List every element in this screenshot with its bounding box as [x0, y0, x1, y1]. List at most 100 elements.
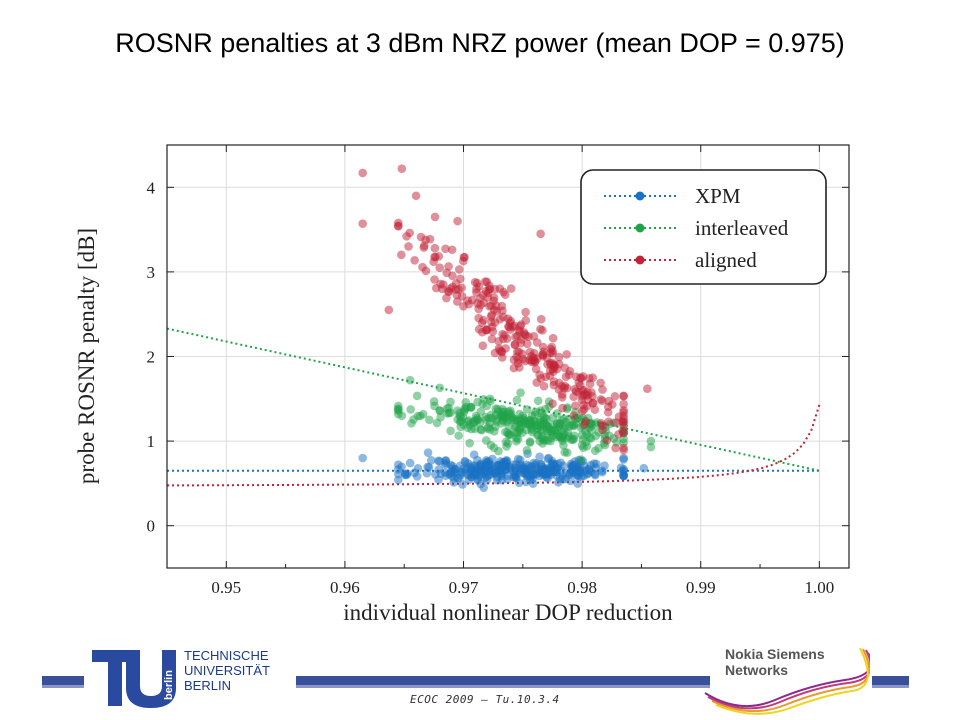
data-point	[424, 463, 434, 472]
data-point	[434, 456, 443, 466]
data-point	[431, 283, 441, 293]
data-point	[486, 460, 495, 470]
data-point	[611, 443, 620, 453]
data-point	[548, 333, 558, 343]
legend-marker	[635, 191, 645, 201]
x-tick-label: 1.00	[804, 578, 834, 597]
ticks: 0.95 0.96 0.97 0.98 0.99 1.00 0 1 2 3 4	[147, 145, 849, 597]
data-point	[536, 229, 545, 239]
data-point	[498, 312, 508, 322]
data-point	[594, 443, 603, 453]
data-point	[554, 352, 564, 362]
data-point	[455, 265, 464, 274]
data-point	[418, 409, 428, 419]
data-point	[435, 383, 445, 393]
data-point	[498, 468, 507, 478]
data-point	[536, 374, 546, 383]
y-tick-label: 4	[147, 178, 156, 197]
data-point	[397, 411, 407, 421]
data-point	[602, 436, 612, 445]
data-point	[504, 429, 514, 439]
fit-line-interleaved	[167, 327, 820, 472]
data-point	[511, 460, 521, 469]
data-point	[358, 453, 368, 463]
data-point	[579, 405, 589, 414]
footer-bar-middle	[296, 676, 710, 688]
x-tick-label: 0.98	[567, 578, 597, 597]
data-point	[393, 221, 403, 231]
data-point	[393, 475, 403, 485]
tu-logo-line-1: TECHNISCHE	[184, 648, 269, 663]
data-points	[358, 164, 656, 492]
data-point	[434, 251, 444, 261]
data-point	[523, 465, 532, 474]
data-point	[566, 476, 575, 486]
data-point	[546, 344, 556, 354]
legend-label: aligned	[695, 248, 757, 272]
data-point	[549, 425, 559, 435]
data-point	[500, 459, 509, 469]
data-point	[402, 232, 411, 241]
data-point	[619, 399, 628, 409]
data-point	[516, 388, 525, 397]
data-point	[522, 405, 532, 414]
data-point	[527, 357, 537, 367]
data-point	[430, 212, 440, 222]
nsn-logo-text: Nokia Siemens Networks	[725, 646, 825, 678]
data-point	[531, 469, 541, 479]
data-point	[469, 450, 479, 459]
nsn-logo-wave	[704, 647, 870, 715]
data-point	[508, 322, 517, 332]
footer-reference: ECOC 2009 – Tu.10.3.4	[410, 693, 560, 706]
data-point	[486, 312, 496, 321]
data-point	[506, 409, 516, 418]
nsn-logo-line-2: Networks	[725, 662, 789, 678]
data-point	[597, 467, 607, 477]
data-point	[603, 402, 613, 412]
data-point	[619, 417, 628, 427]
data-point	[393, 460, 403, 469]
data-point	[465, 438, 474, 448]
data-point	[590, 469, 600, 479]
data-point	[460, 404, 469, 414]
data-point	[509, 363, 519, 373]
data-point	[474, 282, 484, 291]
data-point	[411, 191, 421, 201]
data-point	[597, 419, 606, 428]
data-point	[442, 293, 451, 303]
data-point	[472, 413, 482, 423]
data-point	[564, 422, 574, 431]
data-point	[509, 473, 519, 482]
data-point	[478, 399, 487, 409]
data-point	[515, 416, 524, 426]
data-point	[421, 235, 430, 245]
fit-line-aligned	[167, 404, 821, 487]
data-point	[477, 327, 487, 337]
x-axis-label: individual nonlinear DOP reduction	[343, 600, 673, 625]
data-point	[532, 338, 542, 347]
data-point	[619, 391, 628, 401]
data-point	[442, 404, 452, 413]
data-point	[535, 452, 544, 462]
data-point	[564, 370, 574, 379]
data-point	[467, 424, 476, 434]
data-point	[514, 478, 524, 488]
data-point	[552, 409, 562, 418]
data-point	[478, 341, 488, 351]
data-point	[425, 415, 434, 425]
data-point	[442, 268, 452, 278]
data-point	[639, 463, 649, 473]
y-tick-label: 1	[147, 432, 156, 451]
data-point	[575, 467, 585, 477]
x-tick-label: 0.99	[686, 578, 716, 597]
slide-title: ROSNR penalties at 3 dBm NRZ power (mean…	[115, 28, 845, 58]
data-point	[590, 405, 600, 414]
data-point	[527, 411, 537, 420]
tu-logo-line-3: BERLIN	[184, 678, 231, 693]
data-point	[516, 338, 526, 348]
data-point	[619, 408, 628, 417]
data-point	[512, 395, 522, 405]
data-point	[497, 347, 506, 356]
y-axis-label: probe ROSNR penalty [dB]	[74, 228, 99, 484]
